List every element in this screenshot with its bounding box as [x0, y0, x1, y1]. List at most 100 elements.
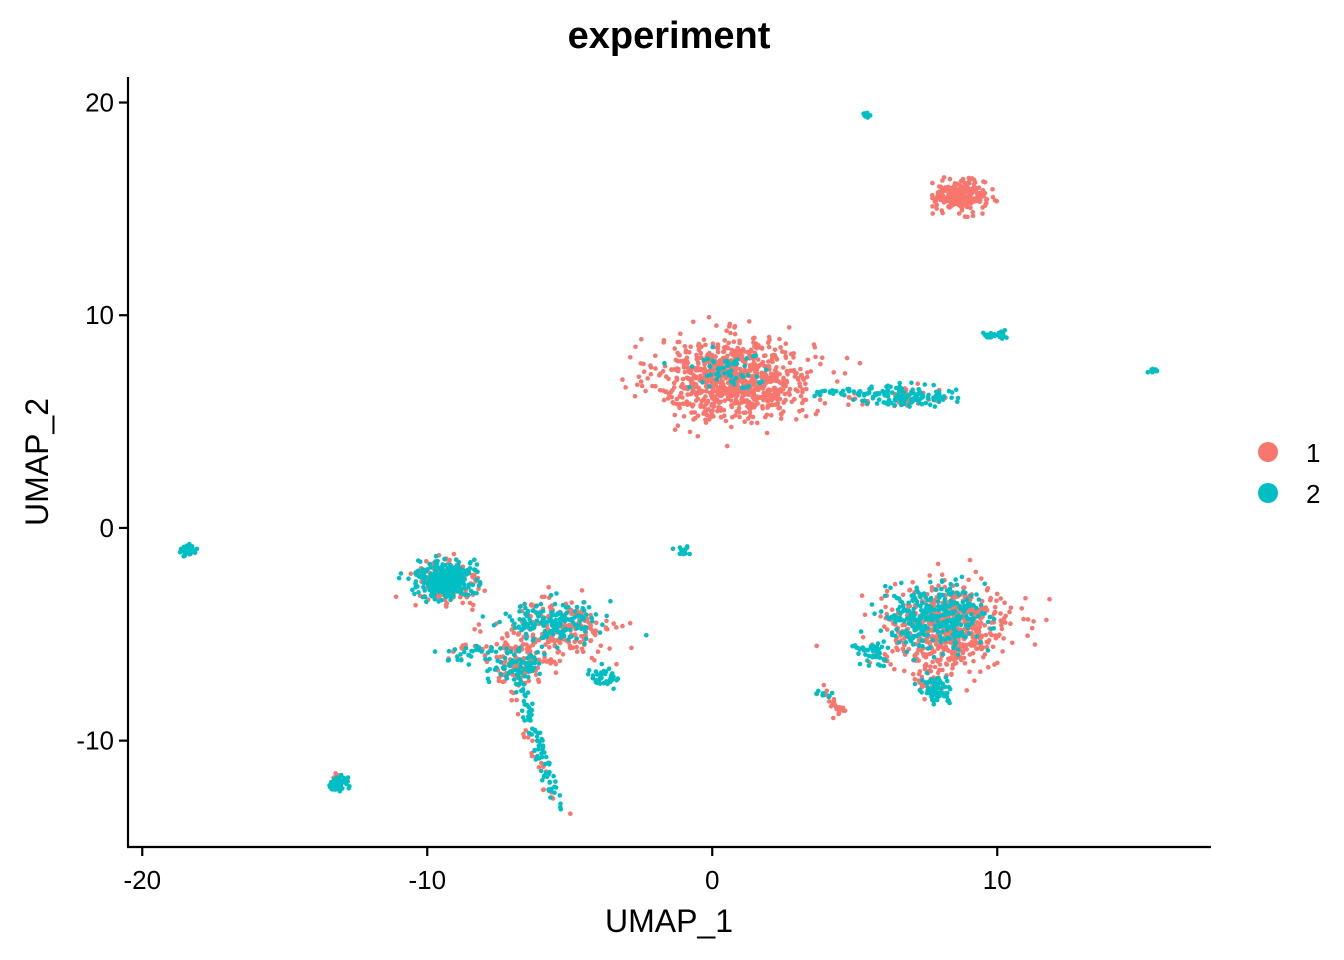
- scatter-point-series-1: [524, 642, 529, 647]
- x-axis-ticks: -20 -10 0 10: [123, 847, 1012, 895]
- scatter-point-series-2: [466, 570, 472, 576]
- scatter-point-series-1: [799, 372, 804, 378]
- scatter-point-series-1: [451, 551, 457, 557]
- scatter-point-series-1: [750, 414, 756, 420]
- scatter-point-series-1: [990, 194, 996, 200]
- scatter-point-series-2: [926, 679, 932, 684]
- scatter-point-series-1: [751, 391, 757, 396]
- scatter-point-series-1: [702, 405, 707, 410]
- scatter-point-series-2: [931, 382, 936, 388]
- scatter-point-series-1: [579, 588, 585, 593]
- scatter-point-series-2: [856, 651, 861, 656]
- scatter-point-series-2: [935, 599, 941, 605]
- scatter-point-series-1: [978, 197, 983, 203]
- scatter-point-series-2: [608, 679, 613, 685]
- scatter-point-series-1: [723, 418, 729, 424]
- scatter-point-series-2: [880, 388, 885, 394]
- scatter-point-series-2: [467, 566, 473, 571]
- scatter-point-series-2: [511, 677, 517, 682]
- scatter-point-series-1: [980, 188, 986, 193]
- scatter-point-series-2: [530, 608, 536, 614]
- scatter-point-series-1: [467, 600, 473, 606]
- scatter-point-series-1: [760, 386, 766, 391]
- scatter-point-series-2: [944, 678, 950, 684]
- scatter-point-series-1: [930, 659, 935, 665]
- scatter-point-series-1: [818, 361, 823, 367]
- scatter-point-series-1: [636, 374, 642, 380]
- scatter-point-series-1: [1032, 642, 1038, 647]
- scatter-point-series-2: [431, 574, 436, 579]
- scatter-point-series-2: [912, 627, 918, 632]
- scatter-point-series-1: [900, 646, 906, 652]
- scatter-point-series-1: [805, 370, 810, 375]
- scatter-point-series-2: [948, 581, 953, 587]
- scatter-point-series-1: [950, 662, 956, 668]
- scatter-point-series-2: [450, 568, 456, 573]
- scatter-point-series-1: [671, 401, 677, 406]
- scatter-point-series-1: [598, 643, 604, 648]
- scatter-point-series-2: [585, 671, 591, 677]
- scatter-point-series-2: [530, 726, 535, 732]
- scatter-point-series-2: [681, 551, 686, 557]
- scatter-point-series-1: [539, 594, 545, 600]
- scatter-point-series-2: [512, 625, 518, 631]
- scatter-point-series-2: [539, 644, 545, 650]
- scatter-point-series-2: [569, 616, 575, 622]
- scatter-point-series-2: [589, 615, 594, 621]
- scatter-point-series-1: [803, 381, 808, 387]
- scatter-point-series-1: [703, 417, 708, 423]
- scatter-point-series-1: [677, 394, 683, 399]
- scatter-point-series-2: [558, 804, 563, 810]
- scatter-point-series-2: [593, 612, 599, 617]
- scatter-point-series-1: [888, 662, 893, 667]
- scatter-point-series-1: [653, 366, 658, 371]
- scatter-point-series-1: [860, 402, 865, 407]
- scatter-point-series-2: [534, 610, 540, 615]
- scatter-point-series-1: [831, 370, 836, 375]
- y-tick-label: 20: [85, 88, 114, 118]
- scatter-point-series-2: [415, 584, 420, 589]
- scatter-point-series-2: [593, 680, 599, 685]
- scatter-point-series-1: [663, 389, 669, 395]
- scatter-point-series-2: [834, 389, 839, 394]
- scatter-point-series-1: [792, 396, 797, 402]
- scatter-point-series-2: [910, 624, 915, 629]
- scatter-point-series-2: [914, 599, 920, 604]
- scatter-point-series-1: [760, 403, 765, 409]
- scatter-point-series-2: [867, 386, 872, 392]
- scatter-point-series-1: [653, 384, 658, 389]
- scatter-point-series-1: [882, 624, 887, 629]
- scatter-point-series-1: [516, 632, 521, 637]
- scatter-point-series-2: [869, 602, 875, 607]
- scatter-point-series-2: [442, 556, 447, 562]
- scatter-point-series-2: [567, 634, 573, 639]
- scatter-point-series-2: [742, 385, 747, 391]
- scatter-point-series-1: [762, 363, 767, 369]
- scatter-point-series-2: [985, 648, 991, 653]
- scatter-point-series-2: [935, 675, 940, 681]
- scatter-point-series-1: [735, 383, 740, 388]
- scatter-point-series-2: [963, 623, 969, 628]
- scatter-point-series-2: [502, 666, 507, 672]
- scatter-point-series-2: [590, 673, 596, 678]
- scatter-point-series-2: [586, 668, 592, 673]
- scatter-point-series-2: [187, 551, 193, 556]
- scatter-point-series-2: [509, 669, 515, 674]
- scatter-point-series-2: [526, 730, 532, 736]
- scatter-point-series-2: [479, 649, 485, 654]
- scatter-point-series-1: [672, 346, 677, 351]
- scatter-point-series-2: [714, 377, 719, 382]
- scatter-point-series-1: [847, 395, 852, 400]
- scatter-point-series-1: [752, 335, 757, 341]
- scatter-point-series-2: [493, 649, 499, 655]
- scatter-point-series-1: [511, 630, 517, 636]
- scatter-point-series-2: [963, 590, 968, 596]
- scatter-point-series-2: [876, 397, 882, 402]
- scatter-point-series-2: [878, 628, 884, 633]
- scatter-point-series-2: [470, 582, 476, 588]
- scatter-point-series-1: [470, 607, 475, 612]
- scatter-point-series-1: [633, 344, 638, 350]
- scatter-point-series-1: [938, 184, 944, 190]
- scatter-point-series-1: [957, 194, 962, 199]
